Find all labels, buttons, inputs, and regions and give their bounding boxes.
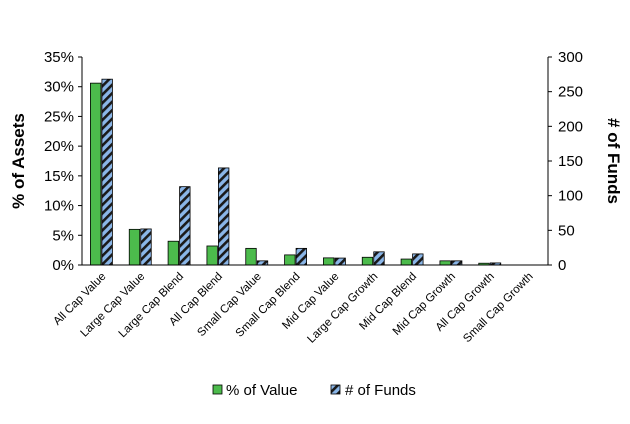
right-tick-label: 100 <box>558 188 583 205</box>
bar-funds <box>140 228 152 266</box>
bar-value <box>439 260 451 266</box>
left-tick-label: 25% <box>44 108 74 125</box>
left-tick-label: 15% <box>44 168 74 185</box>
bar-value <box>206 245 218 266</box>
right-tick-label: 250 <box>558 84 583 101</box>
bar-funds <box>101 78 113 266</box>
bar-funds <box>373 251 385 266</box>
right-tick-label: 200 <box>558 118 583 135</box>
left-tick-label: 10% <box>44 198 74 215</box>
bar-value <box>400 258 412 266</box>
bar-funds <box>179 186 191 266</box>
bar-value <box>167 240 179 266</box>
right-tick-label: 150 <box>558 153 583 170</box>
bar-value <box>323 257 335 266</box>
bar-funds <box>334 257 346 266</box>
bar-value <box>284 254 296 266</box>
bar-value <box>90 82 102 266</box>
bar-funds <box>218 167 230 266</box>
bars-group <box>90 78 502 266</box>
left-tick-label: 35% <box>44 49 74 66</box>
legend-swatch-value <box>212 384 223 395</box>
left-tick-label: 30% <box>44 79 74 96</box>
left-tick-label: 0% <box>52 257 74 274</box>
category-label: Large Cap Growth <box>305 271 380 346</box>
left-tick-label: 5% <box>52 227 74 244</box>
right-axis-title: # of Funds <box>604 118 623 204</box>
left-tick-labels: 0% 5% 10% 15% 20% 25% 30% 35% <box>44 49 82 274</box>
bar-value <box>245 247 257 266</box>
legend: % of Value # of Funds <box>212 382 416 399</box>
left-axis-title: % of Assets <box>9 113 28 209</box>
legend-label-value: % of Value <box>226 382 297 399</box>
bar-funds <box>451 260 463 266</box>
category-label: Small Cap Growth <box>461 271 535 345</box>
bar-funds <box>412 253 424 266</box>
bar-value <box>361 256 374 266</box>
right-tick-label: 0 <box>558 257 566 274</box>
left-tick-label: 20% <box>44 138 74 155</box>
bar-funds <box>256 260 269 266</box>
right-tick-labels: 0 50 100 150 200 250 300 <box>548 49 583 274</box>
bar-funds <box>295 247 307 266</box>
legend-swatch-funds <box>330 384 341 395</box>
right-tick-label: 300 <box>558 49 583 66</box>
bar-value <box>128 228 141 266</box>
legend-label-funds: # of Funds <box>345 382 416 399</box>
right-tick-label: 50 <box>558 222 575 239</box>
